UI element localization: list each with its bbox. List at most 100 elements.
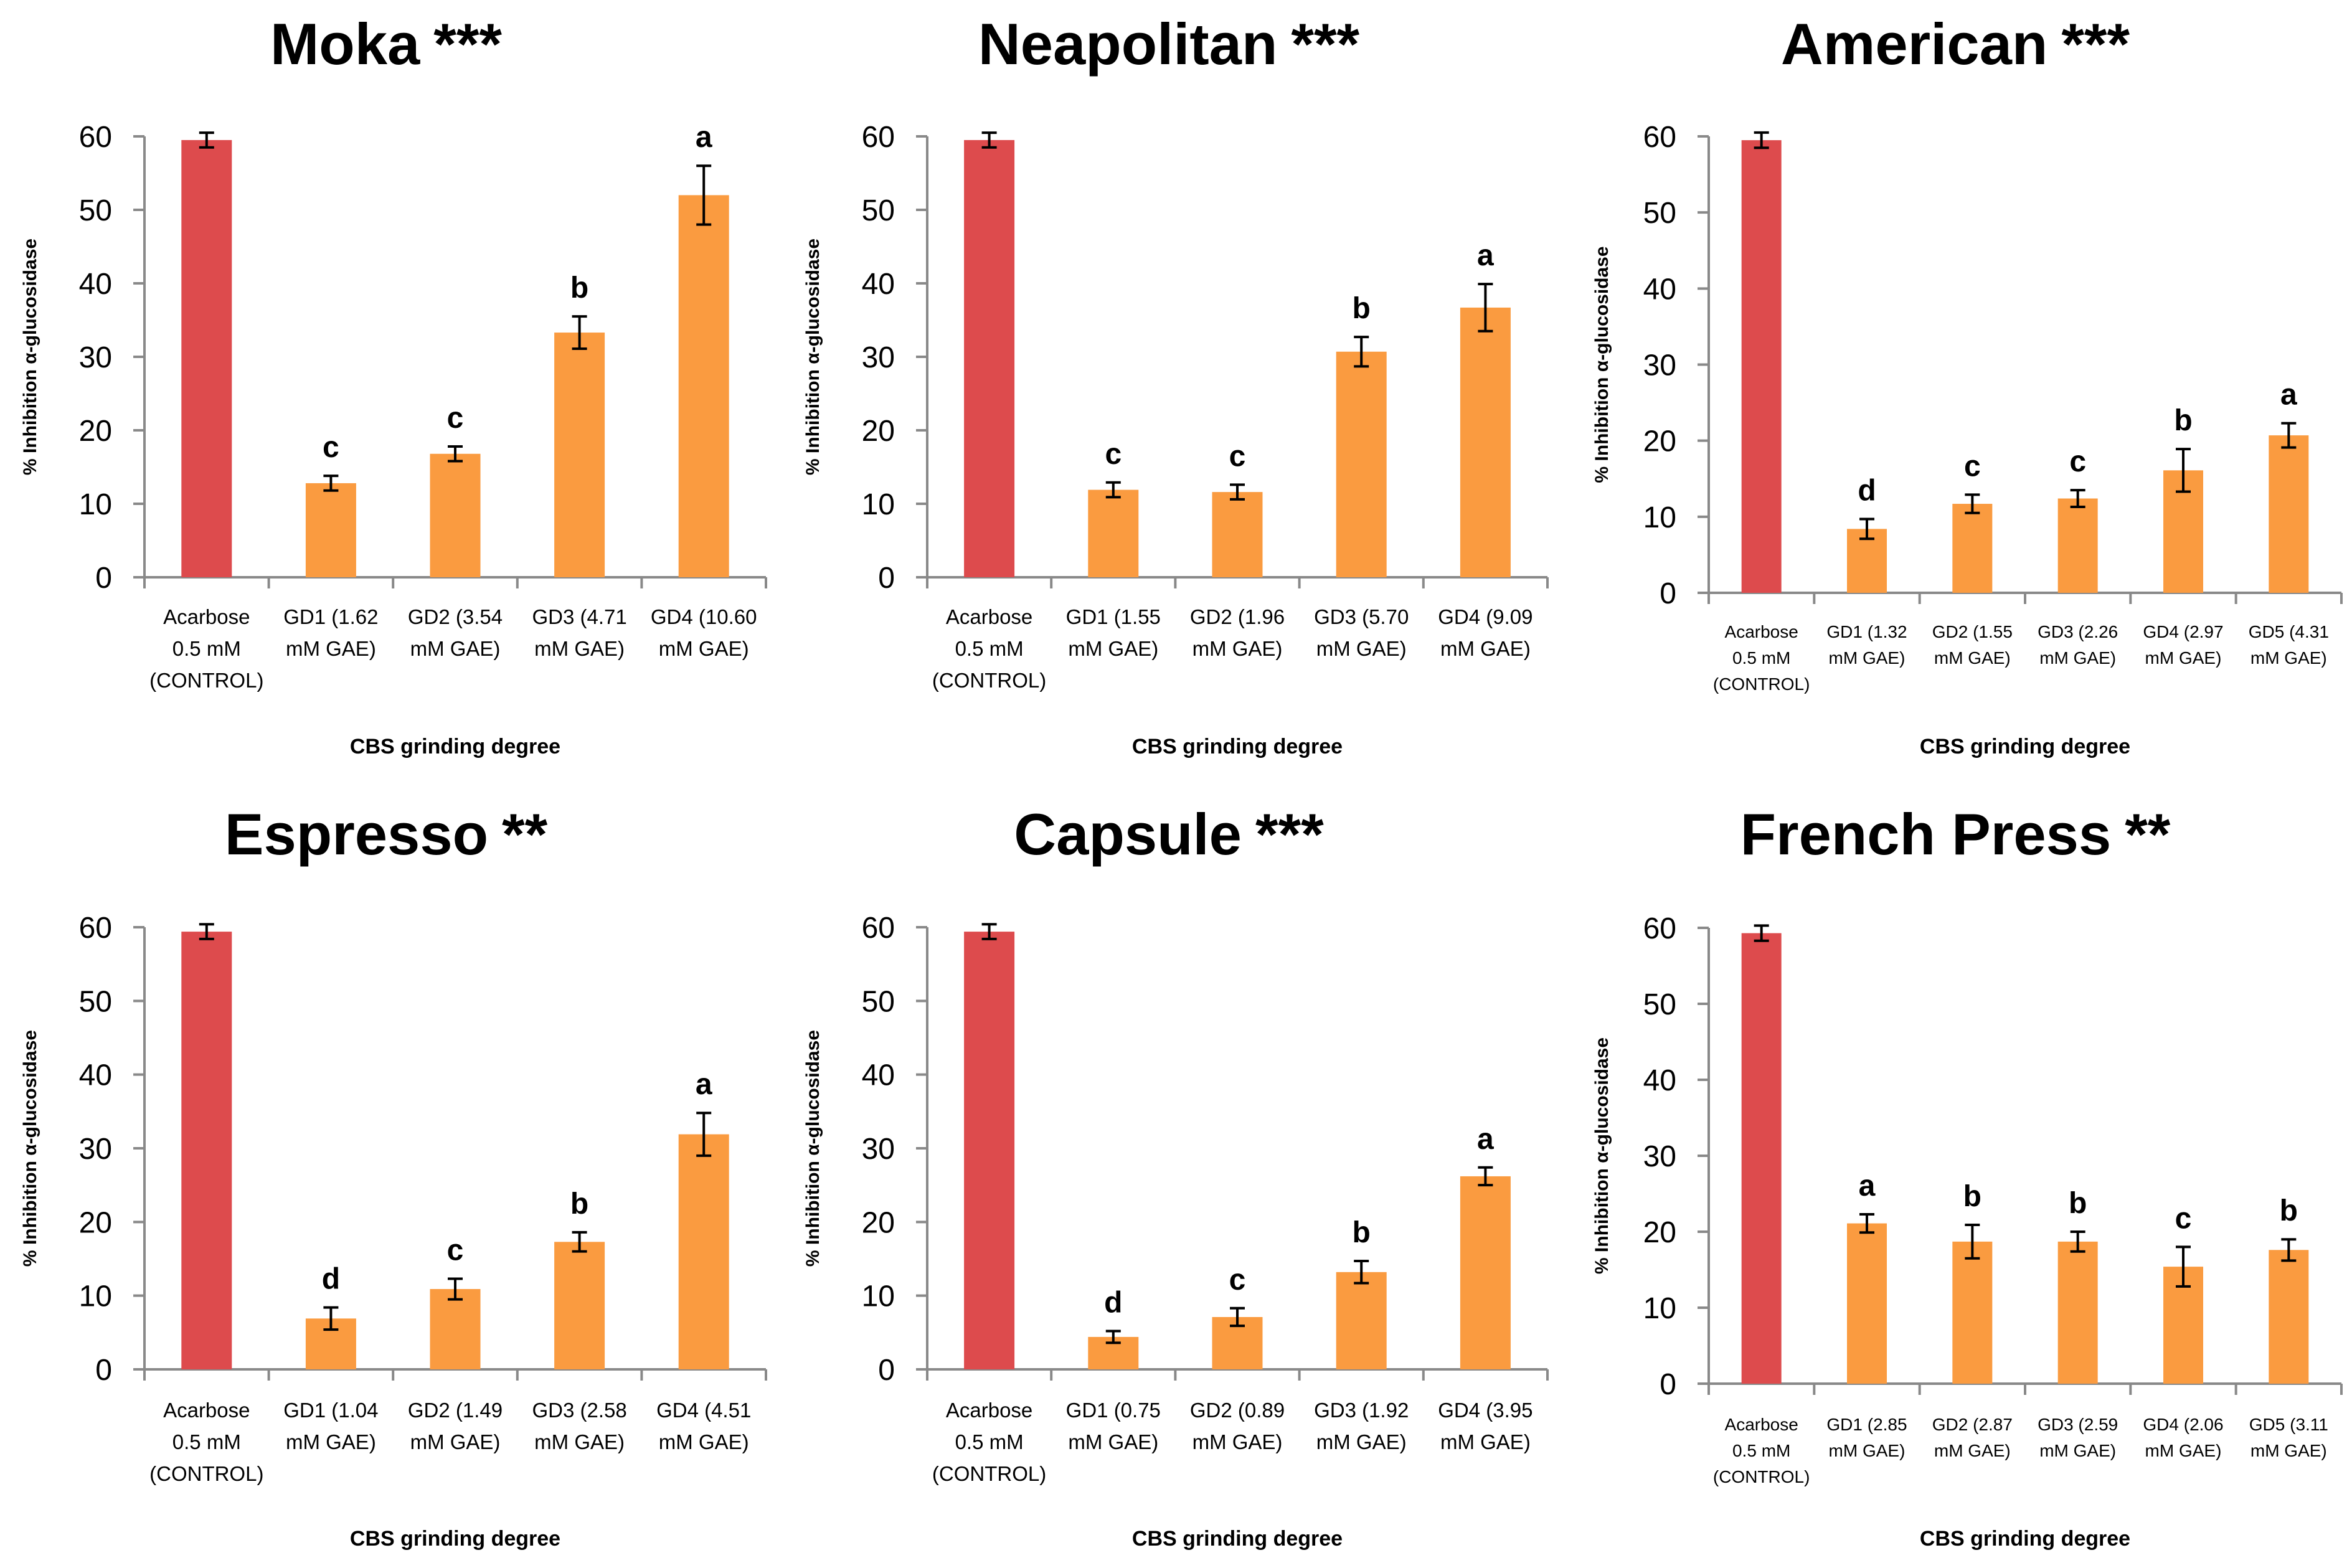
bar-3 — [554, 333, 605, 577]
significance-letter: a — [696, 121, 712, 154]
x-category-label: mM GAE) — [534, 637, 625, 660]
x-category-label: mM GAE) — [410, 1430, 501, 1453]
chart-title-name: Neapolitan — [978, 11, 1278, 77]
x-axis-label: CBS grinding degree — [350, 735, 560, 758]
x-category-label: GD2 (2.87 — [1932, 1415, 2013, 1434]
significance-letter: c — [1229, 1263, 1246, 1296]
y-tick-label: 50 — [79, 985, 112, 1018]
x-category-label: Acarbose — [1725, 622, 1798, 641]
bar-3 — [1336, 1272, 1387, 1369]
x-category-label: GD3 (2.59 — [2038, 1415, 2118, 1434]
x-category-label: (CONTROL) — [932, 669, 1046, 692]
y-tick-label: 60 — [862, 912, 895, 945]
x-category-label: mM GAE) — [1934, 1441, 2011, 1460]
significance-letter: b — [2069, 1187, 2087, 1220]
x-category-label: mM GAE) — [1068, 637, 1158, 660]
y-tick-label: 50 — [1643, 197, 1676, 230]
chart-title: Neapolitan *** — [978, 11, 1360, 77]
y-tick-label: 50 — [862, 194, 895, 227]
chart-title-name: Capsule — [1014, 801, 1242, 867]
chart-title: American *** — [1781, 11, 2130, 77]
x-category-label: GD4 (2.06 — [2143, 1415, 2223, 1434]
y-tick-label: 20 — [79, 1206, 112, 1239]
x-category-label: GD3 (2.26 — [2038, 622, 2118, 641]
chart-panel-6: French Press ** 0 10 20 30 40 50 60 Acarbose 0.5 m… — [1592, 801, 2343, 1551]
y-tick-label: 50 — [862, 985, 895, 1018]
control-bar — [964, 139, 1015, 577]
significance-marker: *** — [2061, 11, 2130, 77]
x-category-label: mM GAE) — [1193, 637, 1283, 660]
y-tick-label: 40 — [862, 268, 895, 301]
y-tick-label: 10 — [1643, 501, 1676, 534]
chart-title-name: American — [1781, 11, 2047, 77]
x-category-label: GD3 (2.58 — [532, 1399, 626, 1422]
x-category-label: mM GAE) — [2039, 648, 2116, 668]
x-category-label: (CONTROL) — [1713, 674, 1810, 694]
bar-3 — [1336, 351, 1387, 577]
chart-title-name: French Press — [1740, 801, 2112, 867]
x-category-label: (CONTROL) — [932, 1462, 1046, 1485]
y-tick-label: 10 — [862, 488, 895, 521]
y-axis-label: % Inhibition α-glucosidase — [803, 239, 823, 475]
y-tick-label: 30 — [1643, 1140, 1676, 1173]
chart-panel-3: American *** 0 10 20 30 40 50 60 Acarbose 0.5 mM (C… — [1592, 11, 2343, 758]
x-category-label: GD4 (4.51 — [656, 1399, 751, 1422]
y-axis-label: % Inhibition α-glucosidase — [803, 1030, 823, 1267]
bar-3 — [2057, 1241, 2098, 1384]
x-category-label: 0.5 mM — [1732, 648, 1790, 668]
bar-5 — [2269, 435, 2309, 593]
significance-letter: b — [570, 1188, 588, 1221]
significance-letter: b — [1353, 1216, 1371, 1249]
y-tick-label: 10 — [79, 488, 112, 521]
chart-title: French Press ** — [1740, 801, 2171, 867]
x-category-label: mM GAE) — [2250, 648, 2327, 668]
y-axis-label: % Inhibition α-glucosidase — [20, 1030, 40, 1267]
chart-panel-4: Espresso ** 0 10 20 30 40 50 60 Acarbose 0.5 mM (CO… — [20, 801, 767, 1551]
significance-letter: d — [1104, 1286, 1122, 1319]
x-category-label: GD1 (2.85 — [1826, 1415, 1907, 1434]
significance-letter: c — [2175, 1202, 2192, 1235]
significance-letter: c — [1229, 440, 1246, 473]
x-category-label: mM GAE) — [2145, 1441, 2222, 1460]
y-tick-label: 40 — [862, 1059, 895, 1092]
y-tick-label: 60 — [1643, 121, 1676, 154]
x-category-label: mM GAE) — [659, 1430, 749, 1453]
x-category-label: 0.5 mM — [955, 1430, 1024, 1453]
y-axis-label: % Inhibition α-glucosidase — [1592, 246, 1612, 483]
y-tick-label: 0 — [95, 1354, 112, 1387]
x-category-label: Acarbose — [946, 1399, 1032, 1422]
y-tick-label: 20 — [79, 415, 112, 448]
significance-letter: c — [447, 1234, 464, 1267]
x-category-label: GD4 (9.09 — [1438, 605, 1533, 628]
x-category-label: mM GAE) — [1316, 1430, 1407, 1453]
bar-3 — [2057, 498, 2098, 593]
bar-2 — [1952, 504, 1993, 593]
x-category-label: mM GAE) — [534, 1430, 625, 1453]
significance-marker: *** — [1291, 11, 1359, 77]
x-category-label: Acarbose — [163, 1399, 250, 1422]
y-tick-label: 60 — [862, 121, 895, 154]
y-tick-label: 40 — [79, 1059, 112, 1092]
y-axis-label: % Inhibition α-glucosidase — [1592, 1037, 1612, 1274]
x-category-label: GD4 (10.60 — [651, 605, 757, 628]
x-category-label: GD5 (4.31 — [2249, 622, 2329, 641]
significance-letter: d — [322, 1263, 340, 1296]
significance-letter: a — [1477, 1123, 1494, 1156]
y-tick-label: 0 — [878, 1354, 895, 1387]
x-category-label: GD1 (1.62 — [283, 605, 378, 628]
x-category-label: Acarbose — [946, 605, 1032, 628]
y-tick-label: 40 — [79, 268, 112, 301]
significance-letter: c — [1964, 450, 1981, 483]
control-bar — [964, 932, 1015, 1369]
bar-2 — [1952, 1241, 1993, 1384]
x-category-label: GD2 (1.96 — [1190, 605, 1285, 628]
bar-1 — [1847, 1223, 1887, 1384]
y-tick-label: 20 — [862, 1206, 895, 1239]
x-category-label: mM GAE) — [2250, 1441, 2327, 1460]
x-category-label: GD1 (0.75 — [1066, 1399, 1161, 1422]
y-tick-label: 30 — [1643, 349, 1676, 382]
bar-4 — [1460, 307, 1511, 577]
significance-letter: c — [323, 431, 339, 464]
significance-letter: a — [696, 1068, 712, 1101]
